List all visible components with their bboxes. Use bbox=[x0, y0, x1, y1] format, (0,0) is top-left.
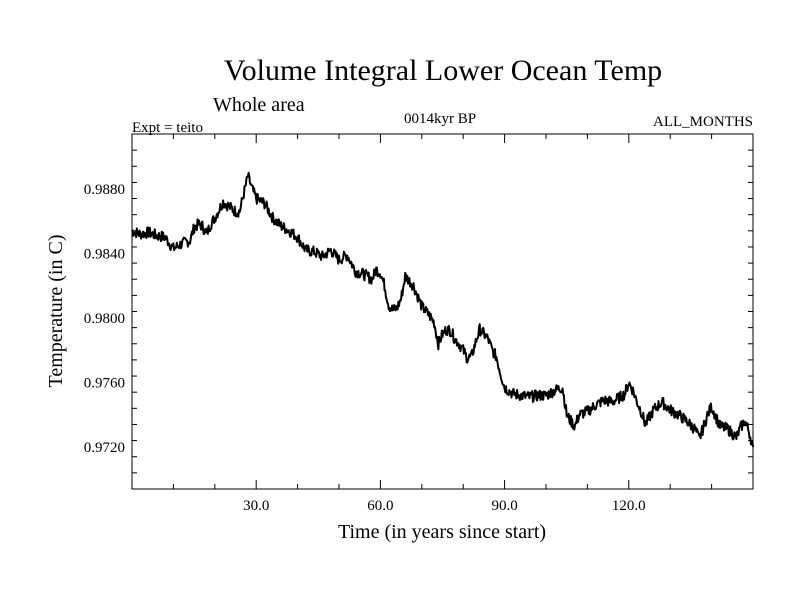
experiment-label: Expt = teito bbox=[132, 120, 203, 136]
x-tick-label: 60.0 bbox=[367, 498, 393, 514]
period-label: 0014kyr BP bbox=[404, 111, 476, 127]
y-tick-label: 0.9800 bbox=[84, 311, 125, 327]
tick-labels: 30.0 60.0 90.0 120.0 0.9720 0.9760 0.9800 0.984… bbox=[84, 182, 646, 514]
axis-ticks bbox=[132, 134, 753, 489]
y-tick-label: 0.9840 bbox=[84, 246, 125, 262]
chart-subtitle: Whole area bbox=[213, 94, 305, 116]
x-tick-label: 30.0 bbox=[243, 498, 269, 514]
y-axis-label: Temperature (in C) bbox=[45, 235, 67, 388]
chart-title: Volume Integral Lower Ocean Temp bbox=[224, 54, 662, 87]
y-tick-label: 0.9720 bbox=[84, 440, 125, 456]
y-tick-label: 0.9760 bbox=[84, 376, 125, 392]
x-tick-label: 120.0 bbox=[612, 498, 646, 514]
plot-frame bbox=[131, 133, 754, 490]
y-tick-label: 0.9880 bbox=[84, 182, 125, 198]
months-label: ALL_MONTHS bbox=[653, 114, 753, 130]
x-tick-label: 90.0 bbox=[491, 498, 517, 514]
series-line bbox=[131, 171, 754, 448]
x-axis-label: Time (in years since start) bbox=[338, 521, 546, 543]
